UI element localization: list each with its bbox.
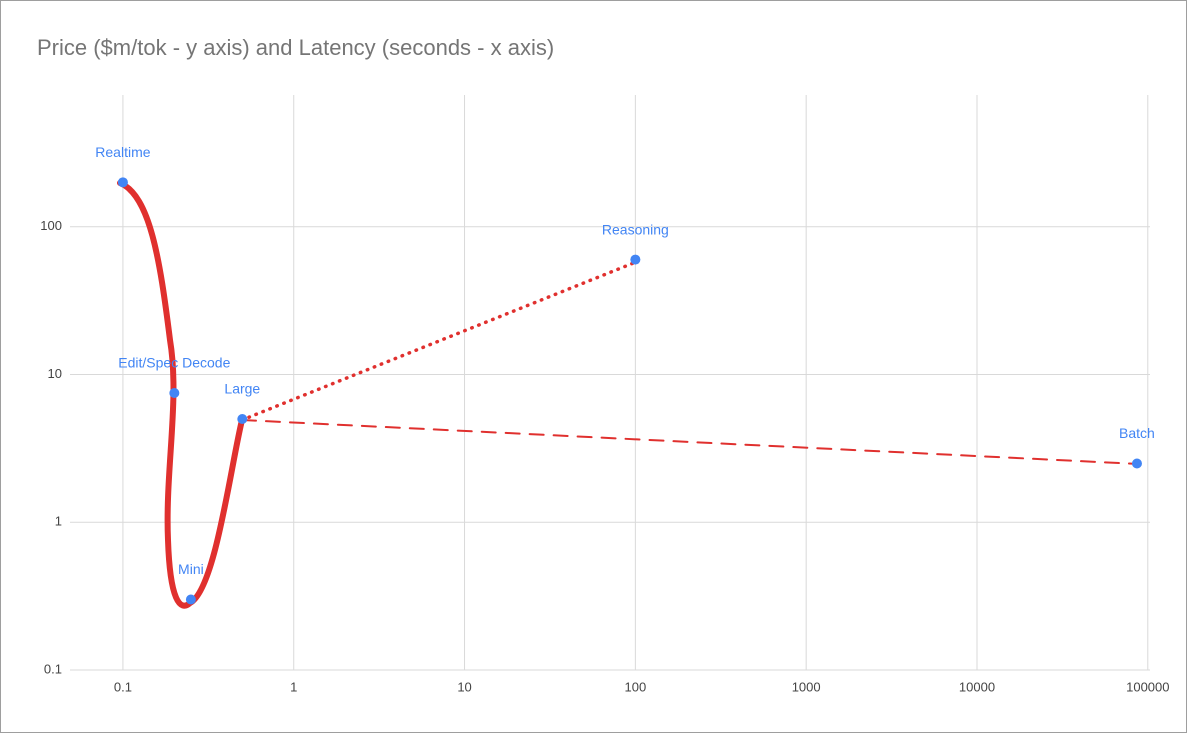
y-tick-label: 1 — [55, 514, 62, 529]
point — [1131, 458, 1142, 469]
x-tick-label: 10 — [457, 679, 471, 694]
point — [237, 414, 248, 425]
point — [169, 387, 180, 398]
dotted-line — [240, 260, 638, 422]
point-label: Edit/Spec Decode — [118, 355, 230, 371]
points: Realtime Edit/Spec Decode Mini Large Reasoni… — [95, 144, 1155, 605]
x-tick-label: 0.1 — [114, 679, 132, 694]
point-label: Reasoning — [602, 221, 669, 237]
x-tick-label: 100 — [625, 679, 647, 694]
point-label: Mini — [178, 561, 204, 577]
point-label: Large — [224, 381, 260, 397]
x-tick-label: 10000 — [959, 679, 995, 694]
y-tick-label: 0.1 — [44, 661, 62, 676]
point — [117, 177, 128, 188]
annotations — [117, 180, 1140, 609]
grid: 0.1 1 10 100 0.1 1 10 100 1000 10000 100000 — [40, 95, 1170, 694]
x-tick-label: 1 — [290, 679, 297, 694]
y-tick-label: 100 — [40, 218, 62, 233]
point-label: Batch — [1119, 425, 1155, 441]
point — [185, 594, 196, 605]
hand-drawn-curve — [117, 180, 245, 609]
point-label: Realtime — [95, 144, 150, 160]
x-tick-label: 100000 — [1126, 679, 1169, 694]
y-tick-label: 10 — [48, 366, 62, 381]
dashed-line — [241, 419, 1140, 465]
x-tick-label: 1000 — [792, 679, 821, 694]
chart-title: Price ($m/tok - y axis) and Latency (sec… — [37, 35, 554, 60]
point — [630, 254, 641, 265]
